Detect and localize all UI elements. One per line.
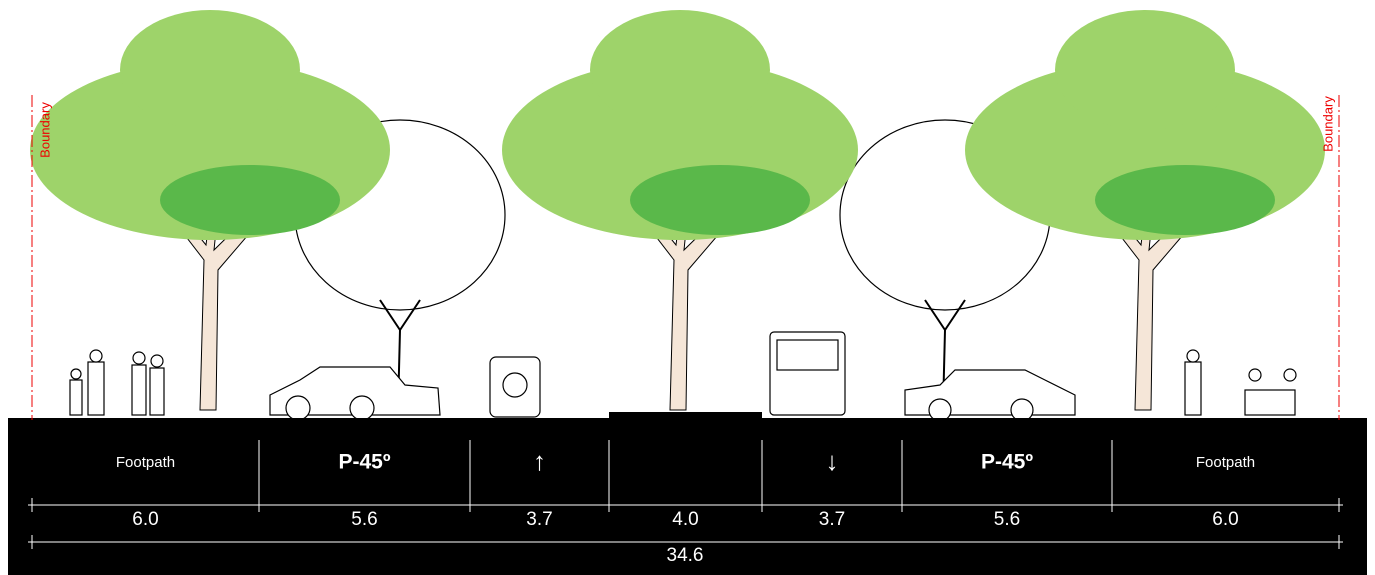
zone-width: 6.0 — [132, 509, 158, 530]
zone-width: 5.6 — [994, 509, 1020, 530]
tree — [965, 10, 1325, 410]
boundary-label: Boundary — [1320, 96, 1335, 152]
zone-width: 5.6 — [351, 509, 377, 530]
zone-width: 4.0 — [672, 509, 698, 530]
total-width: 34.6 — [667, 545, 704, 566]
zone-width: 3.7 — [526, 509, 552, 530]
zone-label: ↑ — [533, 446, 546, 476]
street-section: Boundary Boundary Footpath 6.0 P-45º 5.6 ↑ 3.… — [0, 0, 1375, 575]
zone-label: P-45º — [338, 451, 390, 474]
zone-width: 6.0 — [1212, 509, 1238, 530]
zone-label: Footpath — [116, 454, 175, 471]
zone-label: P-45º — [981, 451, 1033, 474]
trees — [30, 10, 1325, 410]
zone-label: Footpath — [1196, 454, 1255, 471]
zone-width: 3.7 — [819, 509, 845, 530]
zone-label: ↓ — [826, 446, 839, 476]
tree — [30, 10, 390, 410]
boundary-label: Boundary — [37, 102, 52, 158]
median — [609, 412, 762, 422]
